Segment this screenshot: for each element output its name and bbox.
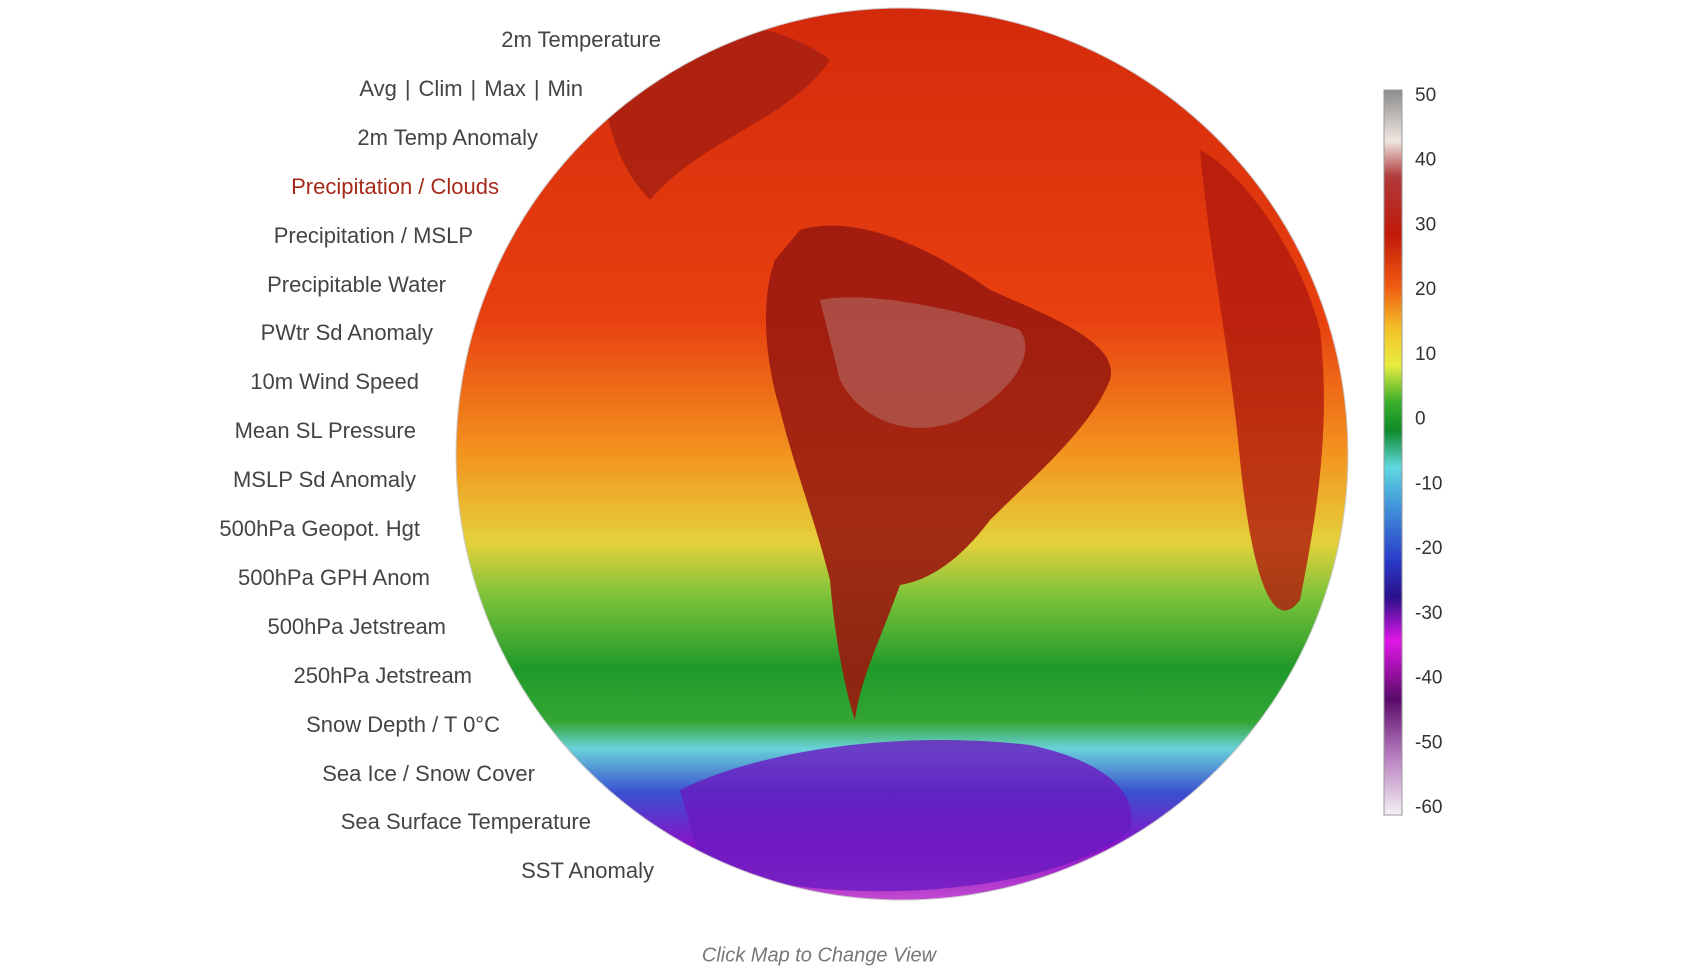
menu-link[interactable]: Mean SL Pressure bbox=[234, 418, 416, 444]
menu-link[interactable]: 2m Temperature bbox=[501, 27, 661, 52]
colorbar-gradient bbox=[1383, 89, 1403, 816]
colorbar: 50 40 30 20 10 0 -10 -20 -30 -40 -50 -60 bbox=[1383, 85, 1442, 818]
menu-link[interactable]: SST Anomaly bbox=[521, 858, 654, 884]
menu-link[interactable]: 500hPa Jetstream bbox=[267, 613, 446, 639]
option-row: Avg | Clim | Max | Min bbox=[359, 76, 583, 102]
colorbar-tick-label: 40 bbox=[1415, 150, 1436, 171]
menu-link[interactable]: Sea Surface Temperature bbox=[340, 809, 591, 835]
menu-link[interactable]: 2m Temp Anomaly bbox=[357, 124, 538, 150]
continent bbox=[1200, 150, 1324, 611]
globe-map[interactable] bbox=[456, 8, 1348, 900]
menu-link[interactable]: PWtr Sd Anomaly bbox=[260, 320, 433, 346]
menu-link[interactable]: 250hPa Jetstream bbox=[293, 662, 472, 688]
option-link[interactable]: Min bbox=[547, 75, 583, 101]
colorbar-tick-label: 20 bbox=[1415, 279, 1436, 300]
colorbar-tick-label: -60 bbox=[1415, 797, 1442, 818]
menu-link[interactable]: Precipitation / MSLP bbox=[273, 222, 473, 248]
separator: | bbox=[470, 75, 477, 101]
colorbar-tick-label: -10 bbox=[1415, 473, 1442, 494]
globe-outline bbox=[455, 7, 1349, 901]
continent-highlight bbox=[820, 297, 1026, 428]
colorbar-tick-label: -20 bbox=[1415, 538, 1442, 559]
menu-link[interactable]: 500hPa Geopot. Hgt bbox=[219, 516, 420, 541]
ice-region bbox=[680, 740, 1132, 892]
caption: Click Map to Change View bbox=[701, 944, 937, 967]
menu-link[interactable]: MSLP Sd Anomaly bbox=[232, 467, 416, 493]
menu-link[interactable]: Snow Depth / T 0°C bbox=[306, 711, 500, 737]
colorbar-tick-label: 10 bbox=[1415, 344, 1436, 365]
separator: | bbox=[404, 75, 411, 101]
colorbar-tick-label: 50 bbox=[1415, 85, 1436, 106]
colorbar-tick-label: 0 bbox=[1415, 409, 1426, 430]
menu-link[interactable]: Precipitation / Clouds bbox=[291, 173, 499, 199]
option-link[interactable]: Clim bbox=[418, 75, 463, 101]
colorbar-tick-label: -50 bbox=[1415, 732, 1442, 753]
menu-link[interactable]: Sea Ice / Snow Cover bbox=[322, 760, 535, 786]
colorbar-tick-label: -30 bbox=[1415, 603, 1442, 624]
menu-link[interactable]: Precipitable Water bbox=[267, 271, 446, 297]
colorbar-tick-label: 30 bbox=[1415, 214, 1436, 235]
colorbar-tick-label: -40 bbox=[1415, 668, 1442, 689]
menu-link[interactable]: 500hPa GPH Anom bbox=[237, 564, 430, 590]
menu-link[interactable]: 10m Wind Speed bbox=[250, 369, 419, 395]
separator: | bbox=[533, 75, 540, 101]
option-link[interactable]: Avg bbox=[359, 75, 397, 101]
option-link[interactable]: Max bbox=[484, 75, 526, 101]
